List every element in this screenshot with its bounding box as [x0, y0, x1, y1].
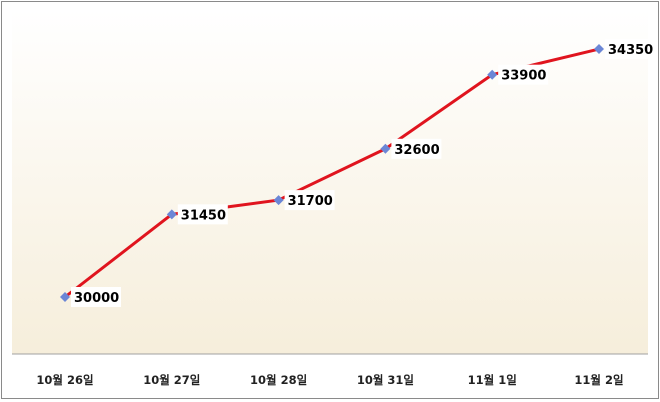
data-point-marker: [487, 69, 498, 80]
data-label-background: [284, 190, 335, 211]
x-tick-label: 10월 26일: [36, 373, 93, 387]
data-point-marker: [594, 44, 604, 55]
data-label: 31700: [288, 194, 333, 209]
data-point-marker: [60, 292, 70, 302]
x-tick-label: 10월 31일: [357, 373, 414, 387]
data-label-background: [605, 39, 655, 60]
data-label-background: [71, 287, 121, 307]
data-label-background: [177, 204, 228, 225]
data-label: 34350: [608, 43, 653, 58]
x-tick-label: 10월 27일: [143, 373, 200, 387]
x-tick-label: 11월 2일: [574, 373, 623, 387]
data-label: 30000: [74, 291, 119, 306]
data-label: 31450: [181, 208, 226, 223]
x-tick-label: 10월 28일: [250, 373, 307, 387]
x-tick-label: 11월 1일: [468, 373, 517, 387]
data-point-marker: [273, 195, 284, 206]
data-label-background: [498, 64, 549, 85]
data-label: 32600: [394, 143, 439, 158]
data-label: 33900: [501, 69, 546, 84]
data-label-background: [391, 138, 442, 159]
data-point-marker: [166, 209, 177, 220]
data-point-marker: [380, 143, 391, 154]
